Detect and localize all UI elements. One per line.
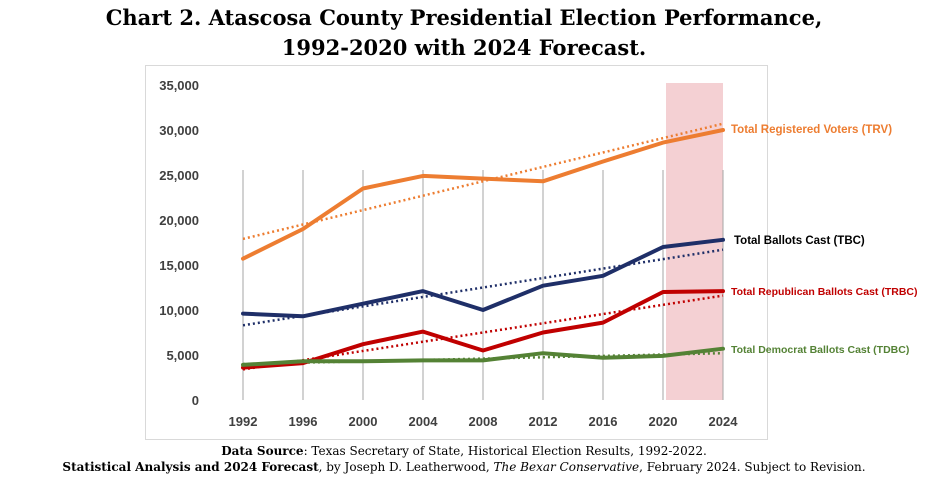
data-source-label: Data Source: [221, 444, 304, 458]
series-label-total-registered-voters-trv: Total Registered Voters (TRV): [731, 124, 892, 136]
series-line-total-ballots-cast-tbc: [241, 237, 725, 319]
series-line-total-registered-voters-trv: [241, 128, 725, 261]
chart-title-line1: Chart 2. Atascosa County Presidential El…: [105, 5, 823, 30]
y-tick-20000: 20,000: [159, 213, 199, 228]
trendline-total-registered-voters-trv: [242, 122, 724, 241]
y-tick-5000: 5,000: [166, 348, 199, 363]
analysis-credit-text-a: , by Joseph D. Leatherwood,: [318, 460, 494, 474]
y-tick-10000: 10,000: [159, 303, 199, 318]
series-label-total-republican-ballots-cast-trbc: Total Republican Ballots Cast (TRBC): [731, 286, 917, 298]
series-line-total-republican-ballots-cast-trbc: [241, 289, 725, 370]
series-line-total-democrat-ballots-cast-tdbc: [241, 346, 725, 367]
y-tick-0: 0: [192, 393, 199, 408]
analysis-credit-label: Statistical Analysis and 2024 Forecast: [62, 460, 319, 474]
analysis-credit-text-b: , February 2024. Subject to Revision.: [639, 460, 866, 474]
x-tick-2008: 2008: [469, 414, 498, 429]
publication-name: The Bexar Conservative: [493, 460, 640, 474]
y-tick-35000: 35,000: [159, 78, 199, 93]
chart-frame: [145, 65, 768, 440]
x-tick-2004: 2004: [409, 414, 439, 429]
series-label-total-democrat-ballots-cast-tdbc: Total Democrat Ballots Cast (TDBC): [731, 344, 909, 356]
analysis-credit-line: Statistical Analysis and 2024 Forecast, …: [0, 460, 928, 474]
x-tick-2020: 2020: [649, 414, 678, 429]
series-label-total-ballots-cast-tbc: Total Ballots Cast (TBC): [734, 235, 865, 247]
x-tick-2000: 2000: [349, 414, 378, 429]
x-tick-1992: 1992: [229, 414, 258, 429]
x-tick-2016: 2016: [589, 414, 618, 429]
x-tick-2012: 2012: [529, 414, 558, 429]
chart-title-line2: 1992-2020 with 2024 Forecast.: [281, 35, 647, 60]
y-tick-15000: 15,000: [159, 258, 199, 273]
data-source-text: : Texas Secretary of State, Historical E…: [303, 444, 707, 458]
y-tick-30000: 30,000: [159, 123, 199, 138]
y-tick-25000: 25,000: [159, 168, 199, 183]
x-tick-2024: 2024: [709, 414, 739, 429]
x-tick-1996: 1996: [289, 414, 318, 429]
data-source-line: Data Source: Texas Secretary of State, H…: [0, 444, 928, 458]
